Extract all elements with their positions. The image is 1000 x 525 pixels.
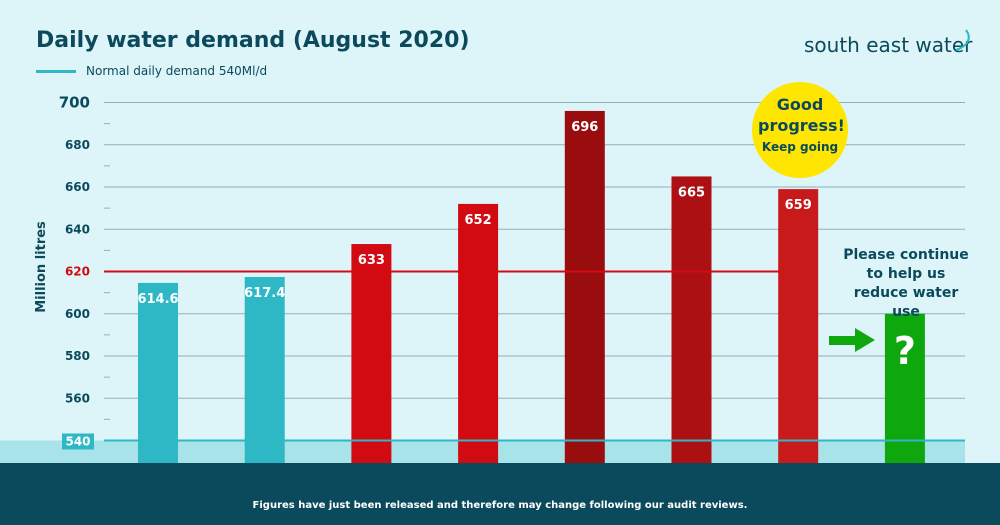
bar [351,244,392,463]
brand-logo: south east water [804,33,973,57]
chart-title: Daily water demand (August 2020) [36,28,470,53]
y-tick-label: 680 [65,138,90,152]
legend: Normal daily demand 540Ml/d [36,62,267,80]
bar-value-label: 659 [785,198,812,213]
reference-label-box-540 [62,433,94,450]
y-tick-label: 640 [65,222,90,236]
bar-value-label: 633 [358,253,385,268]
reference-label-620: 620 [65,265,90,279]
y-tick-label: 700 [59,94,90,112]
bar-value-label: 665 [678,185,705,200]
y-tick-label: 660 [65,180,90,194]
bar [671,176,712,463]
legend-label: Normal daily demand 540Ml/d [86,64,268,78]
bar-value-label: 614.6 [137,292,178,307]
badge-subline: Keep going [761,140,839,154]
arrow-right-icon [829,328,875,352]
badge-headline: Good progress! [758,95,845,135]
y-tick-label: 560 [65,391,90,405]
bar [884,313,925,463]
bar-value-label: 696 [571,120,598,135]
y-axis-label: Million litres [34,221,49,313]
y-tick-label: 580 [65,349,90,363]
footer-bar [0,463,1000,525]
progress-badge: Good progress! Keep going [752,82,848,178]
reference-label-540: 540 [65,435,90,449]
bar [138,282,178,463]
legend-line-swatch [36,69,76,73]
bar [564,110,605,463]
callout-text: Please continue to help us reduce water … [843,247,969,320]
bar [778,189,819,464]
bar [458,203,499,463]
bar-value-label: 617.4 [244,286,285,301]
water-swoosh-icon [955,29,970,51]
bar [244,276,285,463]
bar-value-label: ? [894,329,916,373]
bar-value-label: 652 [465,213,492,228]
footnote: Figures have just been released and ther… [252,500,748,511]
y-tick-label: 600 [65,307,90,321]
